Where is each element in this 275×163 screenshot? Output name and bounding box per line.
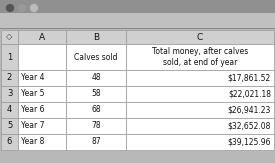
Bar — [1, 70, 18, 86]
Text: $26,941.23: $26,941.23 — [228, 105, 271, 114]
Text: A: A — [39, 32, 45, 42]
Text: 58: 58 — [91, 89, 101, 98]
Bar — [18, 44, 66, 70]
Bar — [18, 118, 66, 134]
Text: $39,125.96: $39,125.96 — [227, 138, 271, 147]
Bar — [66, 118, 126, 134]
Bar — [126, 102, 274, 118]
Text: 1: 1 — [7, 52, 12, 61]
Bar — [18, 102, 66, 118]
Bar — [66, 134, 126, 150]
Bar — [0, 13, 275, 28]
Bar — [1, 30, 18, 44]
Text: B: B — [93, 32, 99, 42]
Circle shape — [31, 5, 37, 12]
Text: 2: 2 — [7, 74, 12, 82]
Bar — [0, 0, 275, 13]
Text: Year 5: Year 5 — [21, 89, 45, 98]
Text: 5: 5 — [7, 121, 12, 131]
Bar — [126, 30, 274, 44]
Text: 4: 4 — [7, 105, 12, 114]
Text: 3: 3 — [7, 89, 12, 98]
Bar — [0, 28, 275, 29]
Bar — [66, 30, 126, 44]
Bar — [126, 86, 274, 102]
Bar — [126, 134, 274, 150]
Bar — [1, 134, 18, 150]
Text: Year 4: Year 4 — [21, 74, 45, 82]
Text: 48: 48 — [91, 74, 101, 82]
Text: $22,021.18: $22,021.18 — [228, 89, 271, 98]
Bar — [18, 70, 66, 86]
Bar — [66, 102, 126, 118]
Bar — [18, 86, 66, 102]
Bar — [66, 70, 126, 86]
Circle shape — [18, 5, 26, 12]
Text: Calves sold: Calves sold — [74, 52, 118, 61]
Text: 68: 68 — [91, 105, 101, 114]
Bar — [1, 102, 18, 118]
Text: ◇: ◇ — [6, 32, 13, 42]
Bar — [18, 30, 66, 44]
Text: 6: 6 — [7, 138, 12, 147]
Text: $17,861.52: $17,861.52 — [228, 74, 271, 82]
Bar — [126, 44, 274, 70]
Bar — [1, 44, 18, 70]
Bar — [1, 86, 18, 102]
Bar — [1, 118, 18, 134]
Circle shape — [7, 5, 13, 12]
Text: Total money, after calves
sold, at end of year: Total money, after calves sold, at end o… — [152, 47, 248, 67]
Text: 87: 87 — [91, 138, 101, 147]
Text: Year 6: Year 6 — [21, 105, 45, 114]
Text: Year 8: Year 8 — [21, 138, 44, 147]
Bar — [126, 70, 274, 86]
Text: 78: 78 — [91, 121, 101, 131]
Bar — [126, 118, 274, 134]
Bar — [66, 86, 126, 102]
Text: $32,652.08: $32,652.08 — [228, 121, 271, 131]
Bar — [66, 44, 126, 70]
Text: Year 7: Year 7 — [21, 121, 45, 131]
Bar — [18, 134, 66, 150]
Text: C: C — [197, 32, 203, 42]
